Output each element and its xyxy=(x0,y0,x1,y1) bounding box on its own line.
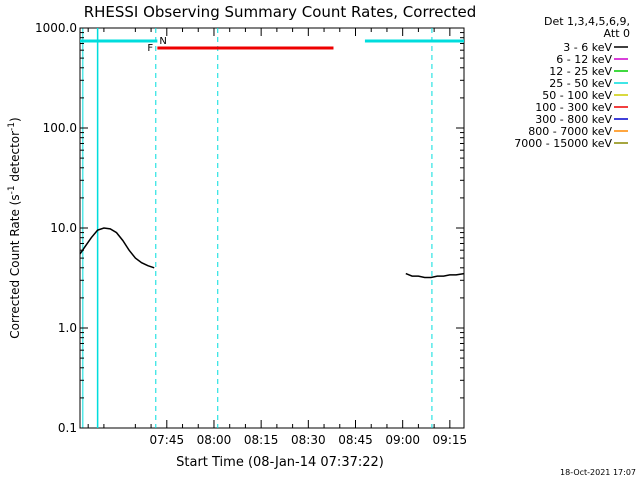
y-tick-label: 1000.0 xyxy=(35,21,77,35)
series-group xyxy=(79,227,465,279)
legend-label-1: 6 - 12 keV xyxy=(556,53,612,66)
legend-header-line1: Det 1,3,4,5,6,9, xyxy=(544,15,630,28)
y-tick-label: 1.0 xyxy=(58,321,77,335)
legend-label-2: 12 - 25 keV xyxy=(549,65,612,78)
night-flag-label: N xyxy=(159,36,166,47)
y-tick-label: 0.1 xyxy=(58,421,77,435)
x-tick-label: 09:00 xyxy=(385,433,420,447)
legend-label-4: 50 - 100 keV xyxy=(542,89,612,102)
plot-frame xyxy=(79,27,465,429)
legend-label-0: 3 - 6 keV xyxy=(563,41,612,54)
y-axis-label-sup2: -1 xyxy=(7,122,17,131)
y-axis-label-main: Corrected Count Rate (s xyxy=(8,194,22,338)
legend-header-line2: Att 0 xyxy=(604,27,630,40)
x-axis: 07:45 08:00 08:15 08:30 08:45 09:00 09:15 xyxy=(87,28,468,447)
y-axis-label-sup1: -1 xyxy=(7,185,17,194)
legend-label-7: 800 - 7000 keV xyxy=(528,125,612,138)
y-axis-label: Corrected Count Rate (s-1 detector-1) xyxy=(7,117,22,338)
y-tick-label: 10.0 xyxy=(50,221,77,235)
x-tick-label: 08:00 xyxy=(197,433,232,447)
legend-label-6: 300 - 800 keV xyxy=(535,113,612,126)
y-axis-label-mid: detector xyxy=(8,131,22,186)
legend-label-5: 100 - 300 keV xyxy=(535,101,612,114)
x-tick-label: 07:45 xyxy=(150,433,185,447)
x-tick-label: 08:30 xyxy=(291,433,326,447)
chart-title: RHESSI Observing Summary Count Rates, Co… xyxy=(84,3,477,21)
timestamp: 18-Oct-2021 17:07 xyxy=(560,468,636,477)
legend-label-8: 7000 - 15000 keV xyxy=(514,137,612,150)
series-0-line xyxy=(79,227,465,279)
legend-label-3: 25 - 50 keV xyxy=(549,77,612,90)
x-tick-label: 08:45 xyxy=(338,433,373,447)
x-axis-label: Start Time (08-Jan-14 07:37:22) xyxy=(176,455,384,470)
x-tick-label: 08:15 xyxy=(244,433,279,447)
state-markers: NF xyxy=(80,28,464,428)
y-axis: 1000.0 100.0 10.0 1.0 0.1 xyxy=(35,21,464,435)
y-tick-label: 100.0 xyxy=(43,121,77,135)
x-tick-label: 09:15 xyxy=(433,433,468,447)
y-axis-label-end: ) xyxy=(8,117,22,122)
flare-flag-label: F xyxy=(147,43,153,54)
